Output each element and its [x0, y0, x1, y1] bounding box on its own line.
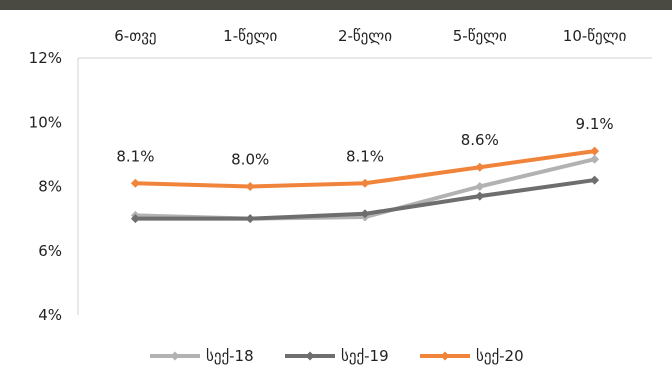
data-label: 9.1%	[576, 115, 614, 133]
legend-swatch-marker	[170, 351, 180, 361]
data-point	[475, 191, 485, 201]
x-category-label: 5-წელი	[453, 27, 507, 45]
x-category-label: 2-წელი	[338, 27, 392, 45]
series-3	[130, 146, 600, 191]
data-point	[475, 182, 485, 191]
y-tick-label: 4%	[38, 306, 62, 324]
legend-swatch-marker	[305, 351, 315, 361]
series-2	[130, 175, 600, 224]
data-point	[245, 214, 255, 224]
legend-label: სექ-18	[206, 347, 254, 365]
y-tick-label: 12%	[29, 49, 62, 67]
data-label: 8.1%	[346, 147, 384, 165]
data-label: 8.6%	[461, 131, 499, 149]
data-point	[130, 214, 140, 224]
x-category-label: 6-თვე	[114, 27, 156, 45]
y-tick-label: 6%	[38, 242, 62, 260]
legend-label: სექ-19	[341, 347, 389, 365]
legend-swatch-marker	[440, 351, 450, 361]
legend-item: სექ-20	[420, 347, 524, 365]
legend-item: სექ-19	[285, 347, 389, 365]
data-point	[590, 146, 600, 156]
legend-item: სექ-18	[150, 347, 254, 365]
data-point	[360, 209, 370, 219]
data-point	[130, 178, 140, 188]
data-label: 8.0%	[231, 151, 269, 169]
y-tick-label: 10%	[29, 113, 62, 131]
data-point	[590, 175, 600, 185]
data-point	[590, 154, 600, 164]
data-point	[245, 182, 255, 191]
header-bar	[0, 0, 672, 10]
y-tick-label: 8%	[38, 178, 62, 196]
data-point	[360, 178, 370, 188]
data-point	[475, 162, 485, 172]
legend-label: სექ-20	[476, 347, 524, 365]
data-label: 8.1%	[116, 147, 154, 165]
x-category-label: 10-წელი	[563, 27, 627, 45]
x-category-label: 1-წელი	[223, 27, 277, 45]
